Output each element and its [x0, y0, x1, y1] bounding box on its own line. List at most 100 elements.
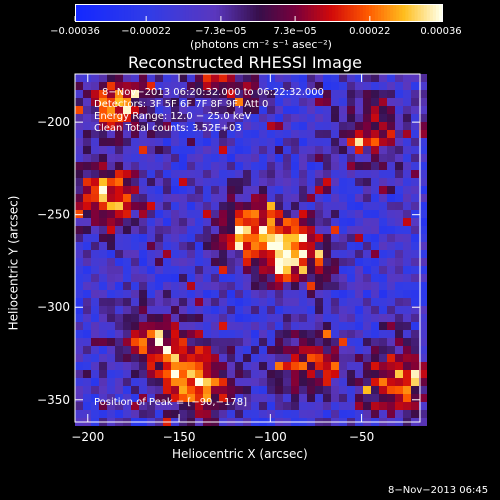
heatmap-cell: [315, 162, 323, 170]
heatmap-cell: [299, 306, 307, 314]
heatmap-cell: [91, 346, 99, 354]
heatmap-cell: [107, 186, 115, 194]
heatmap-cell: [163, 74, 171, 82]
heatmap-cell: [307, 210, 315, 218]
heatmap-cell: [83, 258, 91, 266]
colorbar-swatch: [207, 5, 211, 21]
heatmap-cell: [235, 306, 243, 314]
heatmap-cell: [235, 402, 243, 410]
heatmap-cell: [259, 410, 267, 418]
heatmap-cell: [187, 314, 195, 322]
heatmap-cell: [187, 354, 195, 362]
heatmap-cell: [331, 242, 339, 250]
heatmap-cell: [155, 402, 163, 410]
heatmap-cell: [171, 290, 179, 298]
heatmap-cell: [203, 330, 211, 338]
heatmap-cell: [131, 370, 139, 378]
heatmap-cell: [227, 354, 235, 362]
heatmap-cell: [115, 346, 123, 354]
heatmap-cell: [203, 186, 211, 194]
heatmap-cell: [139, 354, 147, 362]
heatmap-cell: [419, 418, 427, 426]
heatmap-cell: [243, 154, 251, 162]
heatmap-cell: [363, 210, 371, 218]
heatmap-cell: [163, 226, 171, 234]
heatmap-cell: [115, 410, 123, 418]
heatmap-cell: [163, 274, 171, 282]
heatmap-cell: [147, 138, 155, 146]
heatmap-cell: [227, 410, 235, 418]
heatmap-cell: [131, 138, 139, 146]
heatmap-cell: [275, 170, 283, 178]
heatmap-cell: [355, 226, 363, 234]
heatmap-cell: [131, 290, 139, 298]
heatmap-cell: [163, 154, 171, 162]
heatmap-cell: [227, 242, 235, 250]
heatmap-cell: [219, 154, 227, 162]
heatmap-cell: [419, 250, 427, 258]
heatmap-cell: [155, 250, 163, 258]
heatmap-cell: [379, 90, 387, 98]
colorbar-swatch: [91, 5, 95, 21]
colorbar-swatch: [185, 5, 190, 21]
colorbar-tick-label: −0.00036: [50, 26, 100, 37]
heatmap-cell: [211, 314, 219, 322]
heatmap-cell: [155, 186, 163, 194]
heatmap-cell: [139, 258, 147, 266]
heatmap-cell: [283, 154, 291, 162]
heatmap-cell: [219, 346, 227, 354]
heatmap-cell: [83, 154, 91, 162]
heatmap-cell: [203, 218, 211, 226]
heatmap-cell: [283, 314, 291, 322]
heatmap-cell: [411, 306, 419, 314]
heatmap-cell: [419, 274, 427, 282]
heatmap-cell: [387, 298, 395, 306]
heatmap-cell: [275, 314, 283, 322]
heatmap-cell: [243, 202, 251, 210]
heatmap-cell: [147, 250, 155, 258]
heatmap-cell: [139, 130, 147, 138]
heatmap-cell: [75, 290, 83, 298]
heatmap-cell: [219, 186, 227, 194]
colorbar-swatch: [390, 5, 394, 21]
heatmap-cell: [259, 82, 267, 90]
heatmap-cell: [315, 370, 323, 378]
heatmap-cell: [275, 410, 283, 418]
heatmap-cell: [227, 90, 235, 98]
heatmap-cell: [291, 386, 299, 394]
heatmap-cell: [107, 354, 115, 362]
heatmap-cell: [299, 266, 307, 274]
heatmap-cell: [243, 258, 251, 266]
colorbar-swatch: [115, 5, 120, 21]
heatmap-cell: [115, 74, 123, 82]
heatmap-cell: [219, 306, 227, 314]
heatmap-cell: [379, 202, 387, 210]
heatmap-cell: [331, 74, 339, 82]
heatmap-cell: [283, 266, 291, 274]
heatmap-cell: [323, 258, 331, 266]
heatmap-cell: [211, 218, 219, 226]
heatmap-cell: [99, 346, 107, 354]
colorbar-swatch: [341, 5, 345, 21]
colorbar-swatch: [130, 5, 135, 21]
heatmap-cell: [123, 146, 131, 154]
heatmap-cell: [307, 298, 315, 306]
heatmap-cell: [243, 218, 251, 226]
heatmap-cell: [195, 106, 203, 114]
heatmap-cell: [163, 90, 171, 98]
heatmap-cell: [387, 394, 395, 402]
heatmap-cell: [347, 90, 355, 98]
heatmap-cell: [75, 226, 83, 234]
heatmap-cell: [283, 82, 291, 90]
heatmap-cell: [75, 322, 83, 330]
heatmap-cell: [323, 154, 331, 162]
heatmap-cell: [195, 178, 203, 186]
heatmap-cell: [411, 138, 419, 146]
heatmap-cell: [283, 194, 291, 202]
heatmap-cell: [259, 170, 267, 178]
heatmap-cell: [395, 378, 403, 386]
heatmap-cell: [315, 74, 323, 82]
heatmap-cell: [395, 394, 403, 402]
heatmap-cell: [163, 138, 171, 146]
heatmap-cell: [411, 146, 419, 154]
